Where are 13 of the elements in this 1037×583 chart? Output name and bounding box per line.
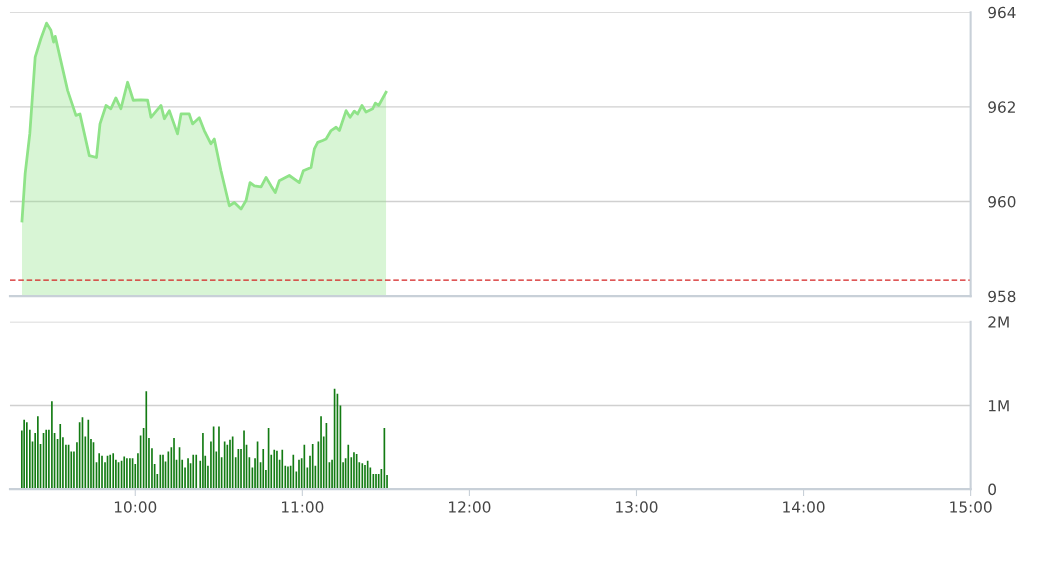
x-tick-label: 13:00: [616, 501, 658, 513]
x-tick-label: 11:00: [282, 501, 324, 513]
x-tick-label: 12:00: [449, 501, 491, 513]
x-tick-label: 15:00: [950, 501, 992, 513]
y-tick-label: 964: [988, 6, 1016, 19]
y-tick-label: 0: [988, 483, 996, 496]
x-tick-label: 14:00: [783, 501, 825, 513]
y-tick-label: 960: [988, 195, 1016, 208]
x-tick-label: 10:00: [114, 501, 157, 513]
y-tick-label: 958: [988, 290, 1016, 303]
y-tick-label: 962: [988, 101, 1015, 113]
y-tick-label: 2M: [988, 316, 1009, 328]
y-tick-label: 1M: [988, 400, 1009, 412]
